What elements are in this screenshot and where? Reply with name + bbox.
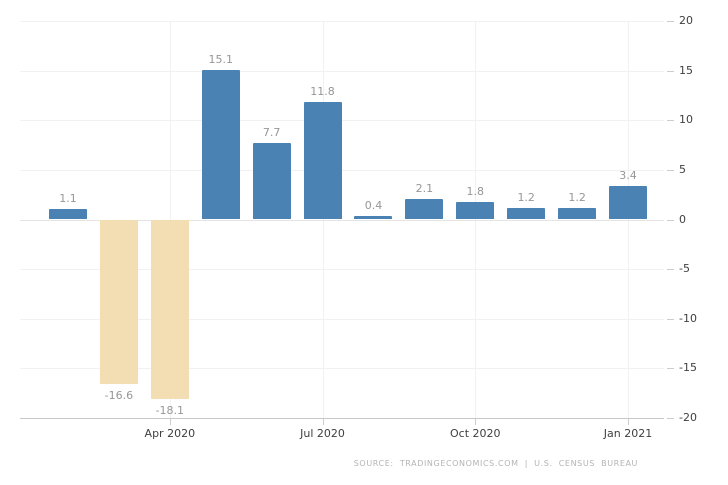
x-axis-tick [322,418,324,425]
bar-may-2020 [201,69,240,220]
bar-value-label: 11.8 [310,85,335,99]
horizontal-gridline [20,219,664,221]
bar-feb-2020 [49,208,87,220]
y-axis-tick [667,21,674,22]
y-axis-tick [667,219,674,221]
x-axis-tick [628,418,629,425]
y-axis-tick-label: -10 [679,311,697,325]
horizontal-gridline [20,169,664,171]
x-axis-tick [169,418,171,425]
y-axis-tick-label: -15 [679,361,697,375]
y-axis-tick-label: -20 [679,411,697,424]
x-axis-tick-label: Apr 2020 [144,427,196,440]
y-axis-tick [667,120,674,122]
bar-sep-2020 [405,198,444,220]
bar-value-label: 1.1 [59,191,77,205]
horizontal-gridline [20,21,664,22]
source-attribution: SOURCE: TRADINGECONOMICS.COM | U.S. CENS… [353,459,638,468]
horizontal-gridline [20,368,664,370]
bar-value-label: -18.1 [155,404,185,418]
y-axis-tick [667,368,674,370]
bar-value-label: -16.6 [104,389,134,403]
y-axis-tick-label: 10 [679,113,693,127]
y-axis-tick-label: 15 [679,63,693,77]
horizontal-gridline [20,70,664,72]
bar-value-label: 1.8 [466,184,485,198]
bar-value-label: 1.2 [517,190,535,204]
horizontal-gridline [20,269,664,271]
bar-value-label: 15.1 [208,52,233,66]
bar-aug-2020 [354,215,393,220]
bar-value-label: 0.4 [364,198,383,212]
y-axis-tick-label: 20 [679,14,693,27]
y-axis-tick-label: 0 [679,212,686,226]
bar-value-label: 3.4 [619,168,637,182]
bar-apr-2020 [150,219,189,400]
y-axis-tick [667,269,674,271]
horizontal-gridline [20,318,664,320]
y-axis-tick [667,70,674,72]
bar-jul-2020 [303,102,342,220]
horizontal-gridline [20,120,664,122]
x-axis-tick-label: Jul 2020 [300,427,345,440]
bar-mar-2020 [99,219,138,385]
bar-value-label: 2.1 [415,181,434,195]
bar-jun-2020 [252,143,291,220]
bar-jan-2021 [609,185,647,220]
y-axis-tick-label: -5 [679,262,690,276]
bar-value-label: 7.7 [262,126,281,140]
bar-dec-2020 [558,207,597,220]
x-axis-tick-label: Oct 2020 [450,427,501,440]
bar-value-label: 1.2 [568,190,586,204]
y-axis-tick [667,169,674,171]
y-axis-tick [667,418,674,419]
y-axis-tick [667,318,674,320]
bar-oct-2020 [456,201,495,220]
y-axis-tick-label: 5 [679,162,686,176]
bar-nov-2020 [507,207,546,220]
horizontal-gridline [20,418,664,419]
x-axis-tick-label: Jan 2021 [603,427,653,440]
x-axis-tick [475,418,477,425]
